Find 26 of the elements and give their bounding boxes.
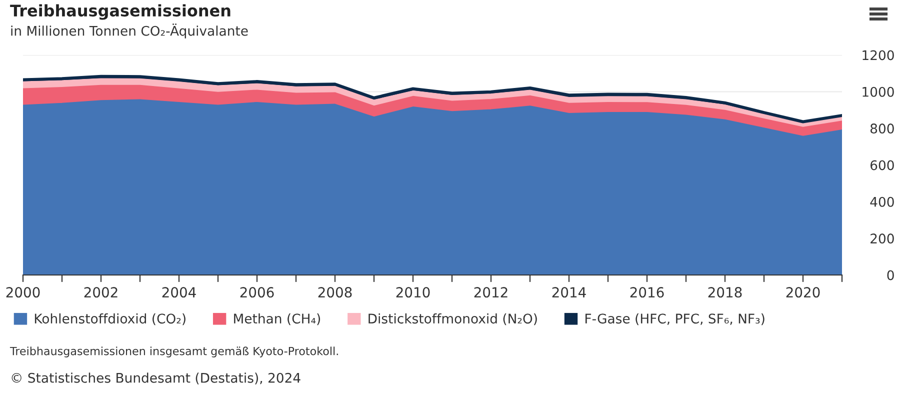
legend-label: Distickstoffmonoxid (N₂O)	[368, 313, 537, 326]
y-tick-label: 400	[870, 196, 894, 207]
y-tick-label: 1000	[862, 86, 894, 97]
y-tick-label: 0	[887, 270, 894, 280]
x-tick-label: 2002	[84, 287, 118, 298]
x-tick-label: 2010	[396, 287, 430, 298]
chart-title: Treibhausgasemissionen	[10, 4, 230, 20]
text: Treibhausgasemissionen insgesamt gemäß Kyoto-Protokoll.	[10, 346, 338, 358]
y-tick-label: 800	[870, 124, 894, 134]
x-tick-label: 2000	[6, 287, 40, 298]
x-tick-label: 2006	[240, 287, 274, 298]
legend-label: F-Gase (HFC, PFC, SF₆, NF₃)	[586, 313, 764, 326]
x-tick-label: 2004	[162, 287, 196, 298]
x-tick-label: 2008	[318, 287, 352, 298]
text: © Statistisches Bundesamt (Destatis), 2024	[12, 372, 300, 384]
chart-subtitle: in Millionen Tonnen CO₂-Äquivalante	[11, 24, 248, 38]
x-tick-label: 2014	[552, 287, 586, 298]
x-tick-label: 2018	[708, 287, 742, 298]
legend-label: Kohlenstoffdioxid (CO₂)	[34, 313, 186, 326]
x-tick-label: 2020	[786, 287, 820, 298]
y-tick-label: 1200	[862, 50, 894, 60]
y-tick-label: 600	[870, 160, 894, 170]
legend-label: Methan (CH₄)	[234, 313, 320, 326]
x-tick-label: 2016	[630, 287, 664, 298]
x-tick-label: 2012	[474, 287, 508, 298]
y-tick-label: 200	[870, 234, 894, 244]
